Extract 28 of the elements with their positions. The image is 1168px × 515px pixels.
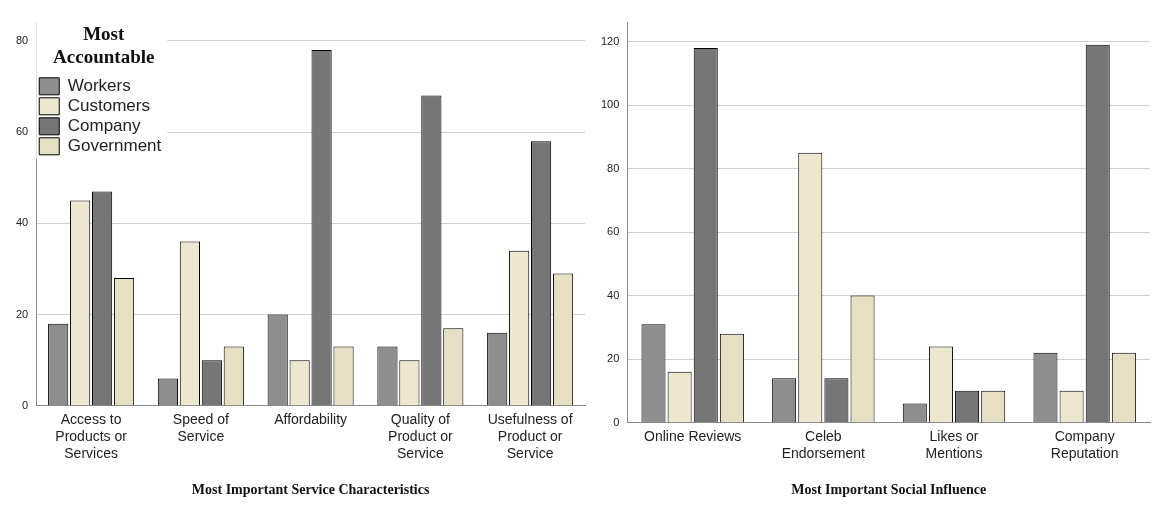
x-tick-label: Online Reviews — [644, 427, 742, 444]
legend-title: Most Accountable — [53, 23, 155, 68]
x-tick-label: Likes or Mentions — [925, 427, 983, 461]
x-tick-label: Affordability — [274, 411, 348, 428]
legend-label: Government — [67, 135, 162, 155]
y-tick-label: 20 — [607, 352, 620, 365]
legend-label: Workers — [67, 75, 131, 95]
x-tick-label: Celeb Endorsement — [781, 427, 866, 461]
legend-label: Company — [67, 115, 141, 135]
y-tick-label: 0 — [613, 415, 620, 428]
y-tick-label: 20 — [15, 307, 29, 320]
x-tick-label: Speed of Service — [172, 411, 229, 444]
y-tick-label: 120 — [600, 34, 620, 47]
legend-label: Customers — [67, 95, 150, 115]
y-tick-label: 0 — [22, 398, 29, 411]
x-tick-label: Company Reputation — [1050, 427, 1119, 461]
y-tick-label: 80 — [607, 161, 620, 174]
y-tick-label: 60 — [607, 225, 620, 238]
x-tick-label: Access to Products or Services — [55, 411, 128, 461]
y-tick-label: 60 — [15, 125, 29, 138]
x-axis-title: Most Important Social Influence — [791, 482, 987, 498]
y-tick-label: 80 — [15, 33, 29, 46]
x-tick-label: Usefulness of Product or Service — [487, 411, 573, 461]
y-tick-label: 40 — [15, 216, 29, 229]
x-axis-title: Most Important Service Characteristics — [191, 482, 430, 498]
y-tick-label: 100 — [600, 98, 620, 111]
x-tick-label: Quality of Product or Service — [388, 411, 453, 461]
y-tick-label: 40 — [607, 288, 620, 301]
